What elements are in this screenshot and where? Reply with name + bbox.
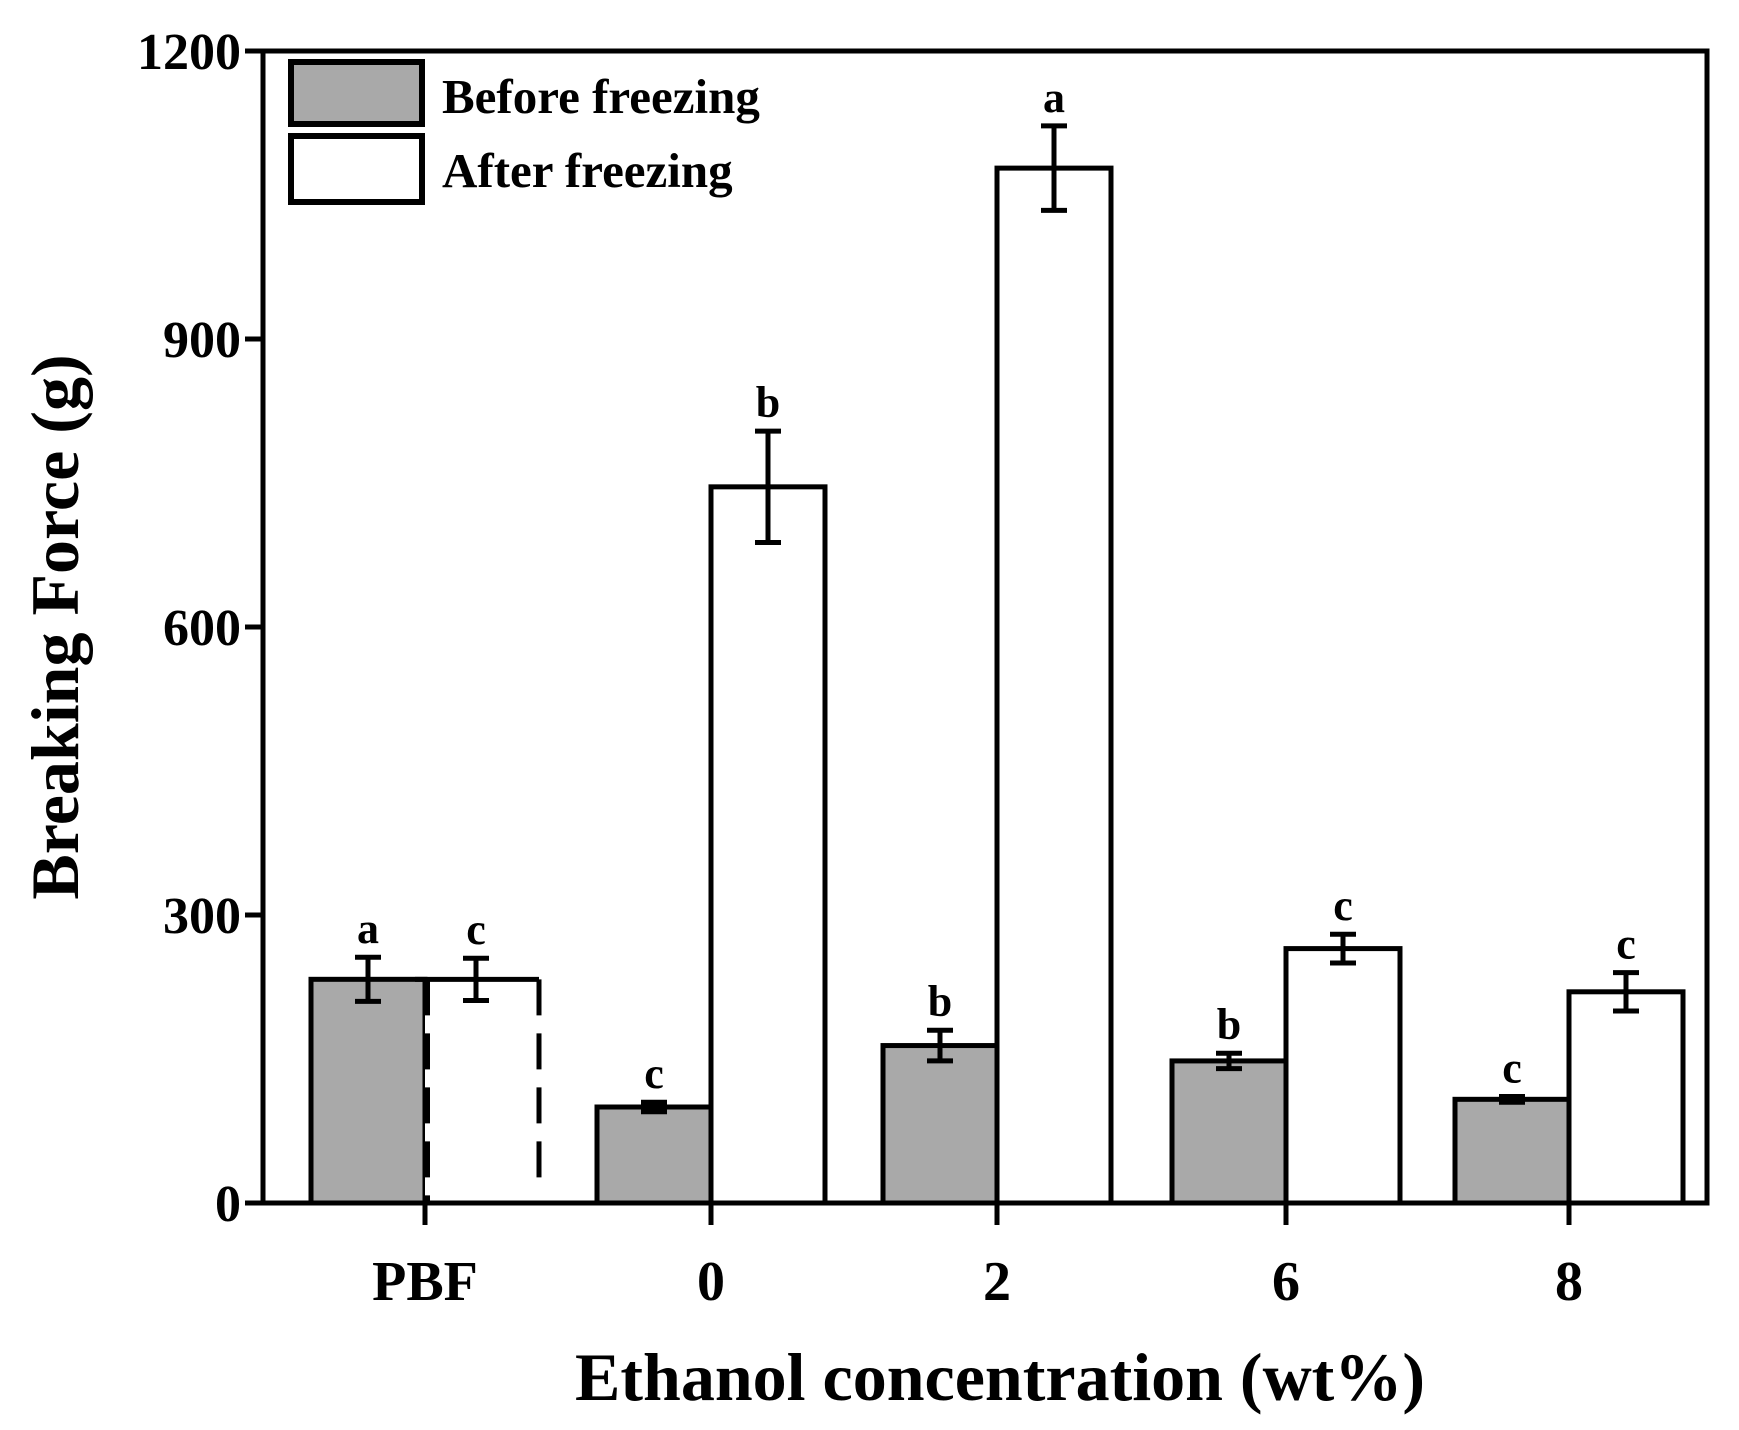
bar-before-freezing [594,1104,714,1206]
plot-frame [260,48,1710,1206]
bar-after-freezing [425,979,539,1203]
legend-swatch-after [288,133,425,205]
bar-after-freezing [1566,989,1686,1206]
legend: Before freezing After freezing [288,59,760,205]
x-tick-label: 6 [1272,1251,1300,1313]
significance-letter: b [1217,1000,1241,1049]
x-tick-label: 2 [983,1251,1011,1313]
significance-letter: a [1043,73,1065,122]
y-tick-label: 300 [163,888,241,945]
significance-letter: a [357,904,379,953]
y-tick-label: 600 [163,600,241,657]
y-tick-label: 1200 [137,24,241,81]
bar-before-freezing [1452,1096,1572,1206]
significance-letter: c [1333,881,1353,930]
legend-label-before: Before freezing [442,69,760,124]
significance-letter: b [928,977,952,1026]
legend-label-after: After freezing [442,143,733,198]
bar-before-freezing [308,976,428,1206]
x-tick-label: 8 [1555,1251,1583,1313]
significance-letter: c [1502,1043,1522,1092]
significance-letter: c [1616,920,1636,969]
y-axis-label: Breaking Force (g) [17,354,93,899]
significance-letter: c [466,905,486,954]
significance-letter: b [756,378,780,427]
bar-after-freezing [994,165,1114,1206]
x-tick-label: 0 [697,1251,725,1313]
bar-before-freezing [880,1043,1000,1206]
x-tick-label: PBF [372,1251,478,1313]
y-tick-label: 0 [215,1176,241,1233]
bar-after-freezing [708,484,828,1206]
significance-letter: c [644,1049,664,1098]
bar-before-freezing [1169,1058,1289,1206]
x-axis-label: Ethanol concentration (wt%) [575,1339,1425,1415]
bar-after-freezing [1283,946,1403,1206]
y-tick-label: 900 [163,312,241,369]
legend-swatch-before [288,59,425,127]
